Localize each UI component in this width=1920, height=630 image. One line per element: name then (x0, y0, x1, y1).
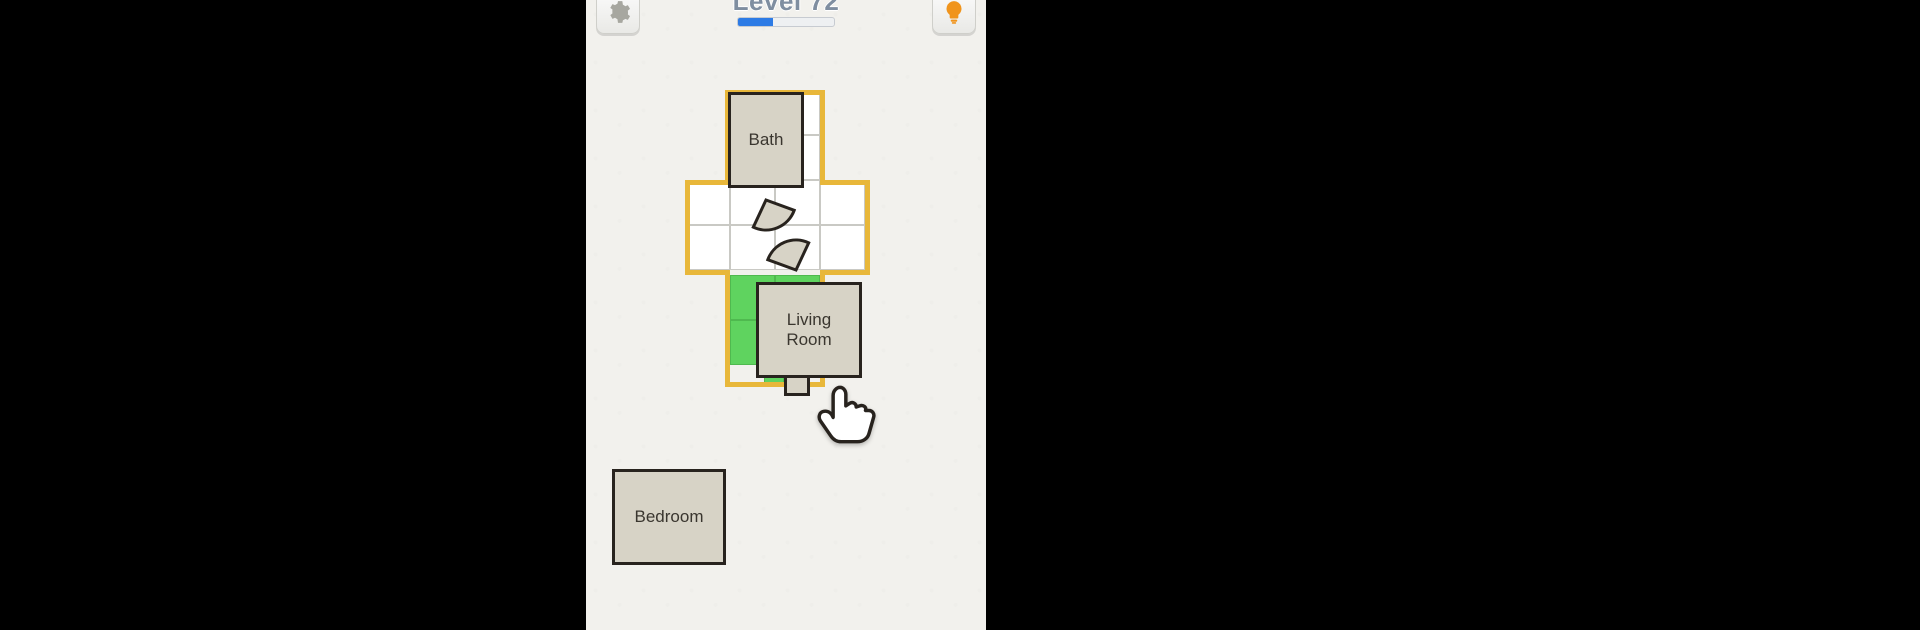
board-outline (820, 180, 870, 185)
room-living[interactable]: Living Room (756, 282, 862, 378)
room-label: Living Room (786, 310, 831, 349)
room-bedroom[interactable]: Bedroom (612, 469, 726, 565)
board-outline (820, 90, 825, 185)
grid-cell (685, 180, 730, 225)
living-door-stub (784, 378, 810, 396)
game-screen: Level 72 Bath Living Room Bedroom (586, 0, 986, 630)
room-label: Bedroom (635, 507, 704, 527)
board-outline (685, 270, 730, 275)
pointing-hand-icon (810, 370, 884, 444)
board-outline (820, 270, 870, 275)
grid-cell (730, 225, 775, 270)
board-outline (865, 180, 870, 275)
room-label: Bath (749, 130, 784, 150)
door-arc-living (796, 270, 797, 271)
grid-cell (820, 225, 865, 270)
board-outline (725, 270, 730, 387)
door-arc-bath (766, 200, 767, 201)
grid-cell (685, 225, 730, 270)
board-outline (685, 180, 730, 185)
board-outline (685, 180, 690, 275)
drag-hint-hand (810, 370, 884, 449)
room-bath[interactable]: Bath (728, 92, 804, 188)
grid-cell (820, 180, 865, 225)
